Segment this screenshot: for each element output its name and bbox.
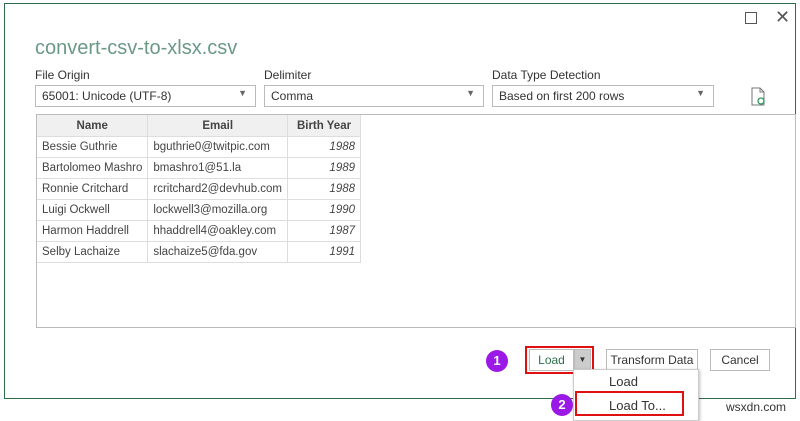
cell-email: bmashro1@51.la bbox=[147, 157, 289, 179]
chevron-down-icon: ▼ bbox=[696, 88, 705, 98]
close-icon[interactable]: ✕ bbox=[775, 7, 791, 27]
menu-item-load[interactable]: Load bbox=[609, 374, 638, 389]
cell-birth-year: 1989 bbox=[287, 157, 362, 179]
load-button[interactable]: Load bbox=[529, 349, 574, 371]
column-header-name: Name bbox=[37, 115, 149, 137]
cell-email: slachaize5@fda.gov bbox=[147, 241, 289, 263]
cell-name: Luigi Ockwell bbox=[37, 199, 149, 221]
load-to-highlight bbox=[575, 391, 684, 416]
cell-name: Bartolomeo Mashro bbox=[37, 157, 149, 179]
table-row: Luigi Ockwell lockwell3@mozilla.org 1990 bbox=[37, 199, 362, 221]
file-origin-select[interactable]: 65001: Unicode (UTF-8) ▼ bbox=[35, 85, 256, 107]
preview-table: Name Email Birth Year Bessie Guthrie bgut… bbox=[37, 115, 362, 263]
load-highlight bbox=[525, 346, 594, 374]
cell-name: Bessie Guthrie bbox=[37, 136, 149, 158]
preview-table-container: Name Email Birth Year Bessie Guthrie bgut… bbox=[36, 114, 796, 328]
cell-birth-year: 1990 bbox=[287, 199, 362, 221]
cancel-button[interactable]: Cancel bbox=[710, 349, 770, 371]
dialog-title: convert-csv-to-xlsx.csv bbox=[35, 37, 238, 59]
file-origin-value: 65001: Unicode (UTF-8) bbox=[42, 89, 172, 103]
table-row: Ronnie Critchard rcritchard2@devhub.com 19… bbox=[37, 178, 362, 200]
cell-birth-year: 1991 bbox=[287, 241, 362, 263]
chevron-down-icon: ▼ bbox=[578, 355, 587, 364]
cell-birth-year: 1987 bbox=[287, 220, 362, 242]
delimiter-label: Delimiter bbox=[264, 68, 312, 82]
import-dialog: ✕ convert-csv-to-xlsx.csv File Origin 65… bbox=[4, 3, 796, 399]
table-row: Harmon Haddrell hhaddrell4@oakley.com 1987 bbox=[37, 220, 362, 242]
chevron-down-icon: ▼ bbox=[466, 88, 475, 98]
cell-birth-year: 1988 bbox=[287, 136, 362, 158]
table-row: Bessie Guthrie bguthrie0@twitpic.com 1988 bbox=[37, 136, 362, 158]
column-header-birth-year: Birth Year bbox=[287, 115, 362, 137]
refresh-file-icon[interactable] bbox=[750, 87, 766, 107]
file-origin-label: File Origin bbox=[35, 68, 90, 82]
table-row: Bartolomeo Mashro bmashro1@51.la 1989 bbox=[37, 157, 362, 179]
data-type-detection-value: Based on first 200 rows bbox=[499, 89, 625, 103]
data-type-detection-label: Data Type Detection bbox=[492, 68, 601, 82]
watermark: wsxdn.com bbox=[726, 400, 787, 414]
cell-email: rcritchard2@devhub.com bbox=[147, 178, 289, 200]
data-type-detection-select[interactable]: Based on first 200 rows ▼ bbox=[492, 85, 714, 107]
cell-birth-year: 1988 bbox=[287, 178, 362, 200]
cell-email: bguthrie0@twitpic.com bbox=[147, 136, 289, 158]
maximize-icon[interactable] bbox=[745, 12, 757, 24]
step-badge-2: 2 bbox=[551, 394, 573, 416]
load-dropdown-button[interactable]: ▼ bbox=[574, 349, 591, 371]
cell-name: Harmon Haddrell bbox=[37, 220, 149, 242]
delimiter-select[interactable]: Comma ▼ bbox=[264, 85, 484, 107]
step-badge-1: 1 bbox=[486, 350, 508, 372]
delimiter-value: Comma bbox=[271, 89, 314, 103]
table-row: Selby Lachaize slachaize5@fda.gov 1991 bbox=[37, 241, 362, 263]
transform-data-button[interactable]: Transform Data bbox=[606, 349, 698, 371]
cell-name: Selby Lachaize bbox=[37, 241, 149, 263]
chevron-down-icon: ▼ bbox=[238, 88, 247, 98]
cell-name: Ronnie Critchard bbox=[37, 178, 149, 200]
column-header-email: Email bbox=[147, 115, 289, 137]
cell-email: hhaddrell4@oakley.com bbox=[147, 220, 289, 242]
cell-email: lockwell3@mozilla.org bbox=[147, 199, 289, 221]
menu-item-load-to[interactable]: Load To... bbox=[609, 398, 666, 413]
